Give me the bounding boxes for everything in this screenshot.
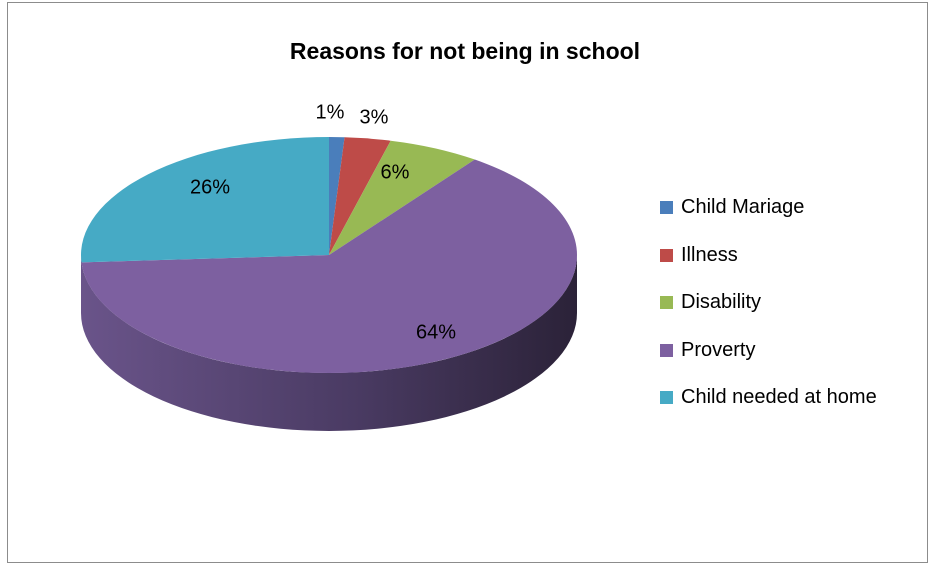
legend-swatch xyxy=(660,343,673,357)
legend-item: Child Mariage xyxy=(660,184,877,232)
data-label: 64% xyxy=(416,321,456,343)
legend-label: Proverty xyxy=(681,338,756,361)
pie-slice-illness xyxy=(329,137,391,255)
pie-slice-proverty xyxy=(81,159,577,373)
legend-label: Child Mariage xyxy=(681,196,805,219)
legend-item: Child needed at home xyxy=(660,374,877,422)
legend-swatch xyxy=(660,296,673,310)
pie-slice-child-needed-at-home xyxy=(81,137,329,263)
data-label: 3% xyxy=(360,106,389,128)
legend-label: Child needed at home xyxy=(681,386,877,409)
legend: Child Mariage Illness Disability Proverty Ch… xyxy=(660,184,877,422)
legend-swatch xyxy=(660,201,673,215)
legend-label: Illness xyxy=(681,243,738,266)
legend-swatch xyxy=(660,248,673,262)
legend-item: Proverty xyxy=(660,327,877,375)
data-label: 26% xyxy=(190,176,230,198)
legend-swatch xyxy=(660,391,673,405)
legend-item: Illness xyxy=(660,232,877,280)
data-label: 6% xyxy=(381,161,410,183)
legend-label: Disability xyxy=(681,291,762,314)
pie-slice-child-mariage xyxy=(329,137,345,255)
pie-slice-disability xyxy=(329,140,475,255)
pie-side-wall xyxy=(81,255,577,431)
legend-item: Disability xyxy=(660,279,877,327)
chart-title: Reasons for not being in school xyxy=(289,38,641,64)
data-label: 1% xyxy=(316,101,345,123)
